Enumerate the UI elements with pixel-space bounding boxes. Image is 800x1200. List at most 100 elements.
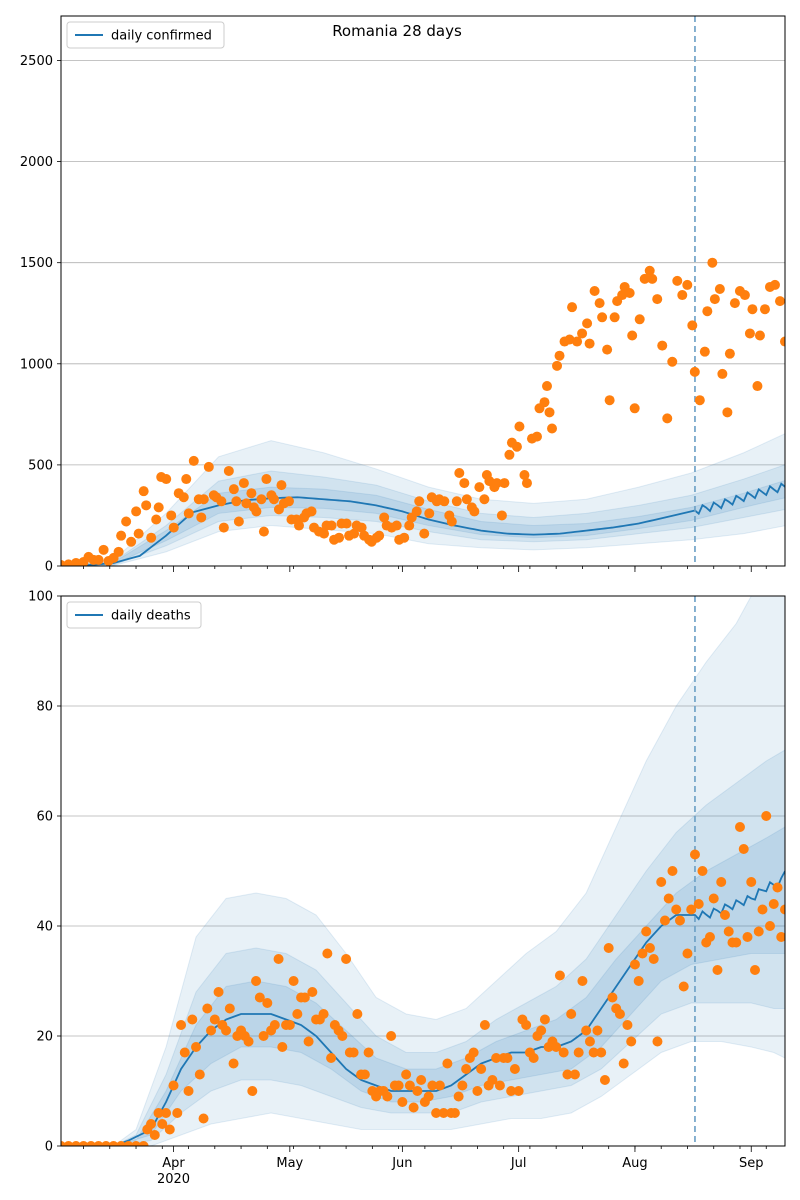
observed-point [652, 294, 663, 305]
observed-point [178, 492, 189, 503]
observed-point [687, 320, 698, 331]
observed-point [602, 344, 613, 355]
observed-point [689, 366, 700, 377]
legend-box [66, 21, 225, 49]
observed-point [101, 1141, 112, 1146]
observed-point [113, 546, 124, 557]
observed-point [476, 1064, 487, 1074]
observed-point [269, 1020, 280, 1030]
observed-point [697, 866, 708, 876]
observed-point [391, 520, 402, 531]
y-tick-label: 2500 [20, 54, 53, 69]
observed-point [306, 506, 317, 517]
observed-point [326, 520, 337, 531]
x-tick-label: May [276, 1156, 303, 1171]
observed-point [521, 1020, 532, 1030]
observed-point [157, 1119, 168, 1129]
chart-title: Romania 28 days [332, 22, 462, 40]
observed-point [352, 1009, 363, 1019]
observed-point [454, 467, 465, 478]
observed-point [386, 1031, 397, 1041]
y-tick-label: 20 [36, 1030, 53, 1045]
observed-point [747, 304, 758, 315]
observed-point [506, 1086, 517, 1096]
observed-point [539, 397, 550, 408]
observed-point [577, 328, 588, 339]
observed-point [761, 811, 772, 821]
observed-point [258, 1031, 269, 1041]
observed-point [434, 1080, 445, 1091]
observed-point [614, 1009, 625, 1019]
observed-point [699, 346, 710, 357]
observed-point [273, 954, 284, 964]
observed-point [479, 1020, 490, 1030]
observed-point [618, 1058, 629, 1069]
observed-point [108, 1141, 119, 1146]
observed-point [138, 1141, 149, 1146]
observed-point [566, 1009, 577, 1019]
observed-point [138, 486, 149, 497]
observed-point [187, 1014, 198, 1025]
observed-point [652, 1036, 663, 1047]
observed-point [149, 1130, 160, 1140]
observed-point [617, 290, 628, 301]
observed-point [198, 494, 209, 505]
observed-point [414, 496, 425, 507]
observed-point [504, 449, 515, 460]
observed-point [724, 348, 735, 359]
observed-point [567, 302, 578, 313]
observed-point [116, 530, 127, 541]
observed-point [624, 288, 635, 299]
axes-frame [60, 15, 786, 567]
observed-point [262, 998, 273, 1008]
observed-point [179, 1047, 190, 1058]
observed-point [451, 496, 462, 507]
observed-point [648, 954, 659, 964]
observed-point [734, 822, 745, 832]
observed-point [131, 1141, 142, 1146]
observed-point [717, 368, 728, 379]
observed-point [146, 532, 157, 543]
observed-point [780, 336, 785, 347]
observed-point [202, 1003, 213, 1014]
observed-point [183, 508, 194, 519]
observed-point [746, 877, 757, 887]
observed-point [283, 496, 294, 507]
observed-point [472, 1086, 483, 1096]
observed-point [511, 441, 522, 452]
x-year-label: 2020 [157, 1172, 190, 1187]
observed-point [359, 1069, 370, 1080]
observed-point [246, 488, 257, 499]
observed-point [459, 478, 470, 489]
observed-point [644, 265, 655, 276]
observed-point [686, 904, 697, 915]
observed-point [491, 478, 502, 489]
observed-point [408, 1102, 419, 1113]
observed-point [647, 273, 658, 284]
observed-point [581, 1025, 592, 1036]
observed-point [672, 275, 683, 286]
observed-point [744, 328, 755, 339]
observed-point [604, 395, 615, 406]
observed-point [499, 478, 510, 489]
observed-point [708, 893, 719, 904]
observed-point [626, 1036, 637, 1047]
observed-point [554, 970, 565, 981]
observed-point [682, 948, 693, 959]
y-tick-label: 80 [36, 700, 53, 715]
observed-point [213, 987, 224, 997]
observed-point [198, 1113, 209, 1124]
observed-point [641, 926, 652, 937]
observed-point [554, 350, 565, 361]
observed-point [404, 520, 415, 531]
observed-point [141, 500, 152, 511]
observed-point [176, 1020, 187, 1030]
observed-point [663, 893, 674, 904]
observed-point [449, 1108, 460, 1118]
observed-point [251, 976, 262, 986]
observed-point [603, 943, 614, 953]
observed-point [487, 1075, 498, 1085]
observed-point [468, 1047, 479, 1058]
observed-point [644, 943, 655, 953]
band-middle [61, 749, 785, 1146]
